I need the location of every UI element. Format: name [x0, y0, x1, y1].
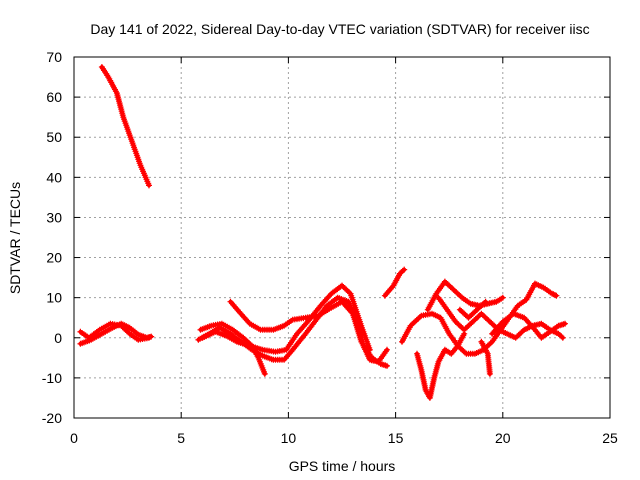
y-tick-label: 70	[46, 49, 62, 65]
y-axis-label: SDTVAR / TECUs	[7, 182, 23, 294]
series-line	[200, 283, 372, 354]
axis-ticks: 0 5 10 15 20 25 -20 -10 0 10 20 30 40 50 60 70	[42, 49, 618, 446]
series-track-15	[456, 298, 489, 321]
chart-title: Day 141 of 2022, Sidereal Day-to-day VTE…	[90, 21, 589, 37]
data-point-marker	[499, 294, 506, 301]
x-axis-label: GPS time / hours	[289, 458, 396, 474]
series-track-9	[399, 280, 560, 357]
data-point-marker	[384, 346, 390, 353]
series-track-7	[199, 282, 373, 355]
series-line	[400, 281, 559, 356]
y-tick-label: 40	[46, 169, 62, 185]
y-tick-label: -20	[42, 410, 62, 426]
series-track-14	[489, 310, 568, 341]
y-tick-label: -10	[42, 370, 62, 386]
y-tick-label: 30	[46, 209, 62, 225]
y-tick-label: 20	[46, 250, 62, 266]
series-track-11	[424, 278, 506, 313]
series-track-10	[414, 330, 468, 401]
y-tick-label: 60	[46, 89, 62, 105]
data-point-marker	[146, 182, 152, 189]
x-tick-label: 15	[388, 430, 404, 446]
series-track-3	[77, 320, 152, 343]
series-track-5	[195, 294, 390, 365]
series-track-1	[98, 64, 152, 189]
data-point-marker	[482, 298, 489, 305]
y-tick-label: 50	[46, 129, 62, 145]
data-point-marker	[559, 334, 566, 341]
series-track-8	[381, 266, 408, 299]
data-markers	[77, 64, 568, 401]
data-point-marker	[401, 266, 408, 273]
data-point-marker	[553, 292, 560, 299]
x-tick-label: 0	[70, 430, 78, 446]
data-point-marker	[562, 320, 568, 327]
data-point-marker	[261, 370, 268, 377]
data-point-marker	[384, 362, 390, 369]
x-tick-label: 20	[495, 430, 511, 446]
plot-frame	[73, 56, 611, 419]
data-point-marker	[366, 346, 373, 353]
data-point-marker	[146, 334, 152, 341]
x-tick-label: 5	[177, 430, 185, 446]
y-tick-label: 0	[54, 330, 62, 346]
grid-lines	[74, 57, 610, 418]
series-track-13	[478, 338, 493, 377]
data-point-marker	[486, 370, 493, 377]
x-tick-label: 25	[602, 430, 618, 446]
y-tick-label: 10	[46, 290, 62, 306]
x-tick-label: 10	[281, 430, 297, 446]
